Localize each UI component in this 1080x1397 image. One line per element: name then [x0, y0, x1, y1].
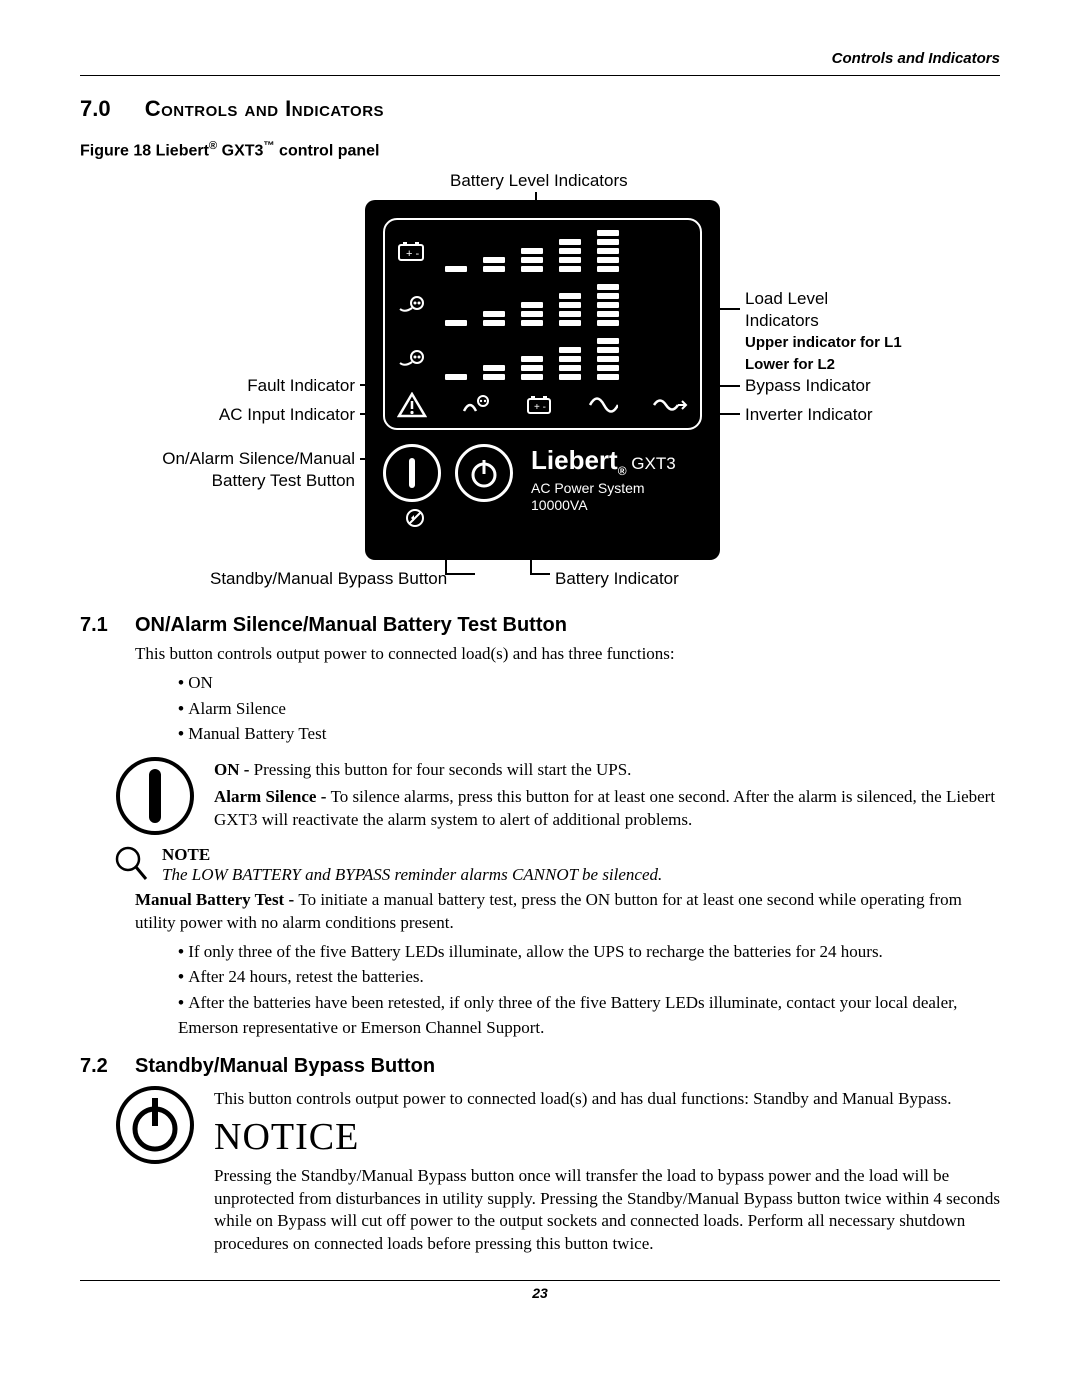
- label-standby: Standby/Manual Bypass Button: [210, 568, 447, 589]
- section-heading: Controls and Indicators: [145, 96, 384, 121]
- label-inverter: Inverter Indicator: [745, 404, 873, 425]
- lead-standby-h: [445, 573, 475, 575]
- load-bars-l1: [445, 284, 619, 326]
- control-panel-diagram: Battery Level Indicators Load Level Indi…: [80, 170, 1000, 600]
- on-body: Pressing this button for four seconds wi…: [254, 760, 632, 779]
- on-label: ON -: [214, 760, 254, 779]
- battery-bars: [445, 230, 619, 272]
- manual-bullets: If only three of the five Battery LEDs i…: [178, 939, 1000, 1041]
- tm-mark: ™: [263, 140, 274, 152]
- section-7-2-title: 7.2Standby/Manual Bypass Button: [80, 1055, 1000, 1078]
- fig-product: GXT3: [217, 142, 263, 159]
- alarm-label: Alarm Silence -: [214, 787, 331, 806]
- svg-text:+ -: + -: [406, 248, 419, 260]
- brand-line2: AC Power System: [531, 480, 676, 498]
- label-fault: Fault Indicator: [225, 375, 355, 396]
- bullet-alarm: Alarm Silence: [178, 696, 1000, 722]
- battery-ind-icon: + -: [526, 394, 554, 416]
- inverter-icon: [588, 394, 618, 416]
- alarm-body: To silence alarms, press this button for…: [214, 787, 995, 829]
- reg-mark: ®: [209, 140, 217, 152]
- label-ac-input: AC Input Indicator: [195, 404, 355, 425]
- standby-glyph-icon: [468, 457, 500, 489]
- standby-button-large-icon: [114, 1084, 196, 1261]
- label-load-level-1: Load Level: [745, 289, 828, 308]
- note-block: NOTE The LOW BATTERY and BYPASS reminder…: [114, 845, 1000, 885]
- indicator-row: + -: [397, 392, 688, 418]
- sound-off-icon: [405, 508, 429, 528]
- label-battery-level: Battery Level Indicators: [450, 170, 628, 191]
- sec72-num: 7.2: [80, 1055, 135, 1078]
- sec71-bullets: ON Alarm Silence Manual Battery Test: [178, 670, 1000, 747]
- bullet-on: ON: [178, 670, 1000, 696]
- on-text: ON - Pressing this button for four secon…: [214, 759, 1000, 782]
- label-on-2: Battery Test Button: [212, 471, 355, 490]
- panel-brand: Liebert® GXT3 AC Power System 10000VA: [531, 444, 676, 514]
- notice-heading: NOTICE: [214, 1115, 1000, 1159]
- mbullet-0: If only three of the five Battery LEDs i…: [178, 939, 1000, 965]
- manual-label: Manual Battery Test -: [135, 890, 298, 909]
- brand-line3: 10000VA: [531, 497, 676, 515]
- sec72-intro: This button controls output power to con…: [214, 1088, 1000, 1111]
- note-body: The LOW BATTERY and BYPASS reminder alar…: [162, 865, 1000, 885]
- brand-reg: ®: [618, 465, 627, 479]
- plug-icon-l2: [397, 349, 427, 369]
- bullet-manual: Manual Battery Test: [178, 721, 1000, 747]
- standby-button-panel[interactable]: [455, 444, 513, 502]
- sec71-intro: This button controls output power to con…: [135, 643, 1000, 666]
- sec71-heading: ON/Alarm Silence/Manual Battery Test But…: [135, 614, 567, 636]
- load-row-l1: [397, 284, 688, 326]
- bypass-icon: [652, 394, 688, 416]
- fig-suffix: control panel: [275, 142, 380, 159]
- on-glyph-icon: [405, 456, 419, 490]
- section-7-1-title: 7.1ON/Alarm Silence/Manual Battery Test …: [80, 614, 1000, 637]
- sec71-num: 7.1: [80, 614, 135, 637]
- brand-model: GXT3: [627, 454, 676, 473]
- manual-test-text: Manual Battery Test - To initiate a manu…: [135, 889, 1000, 935]
- section-title: 7.0 Controls and Indicators: [80, 96, 1000, 122]
- buttons-row: Liebert® GXT3 AC Power System 10000VA: [383, 444, 702, 528]
- battery-row: + -: [397, 230, 688, 272]
- on-alarm-block: ON - Pressing this button for four secon…: [114, 755, 1000, 837]
- label-load-level-2: Indicators: [745, 311, 819, 330]
- panel-frame: + -: [383, 218, 702, 430]
- fig-prefix: Figure 18 Liebert: [80, 142, 209, 159]
- load-bars-l2: [445, 338, 619, 380]
- sec72-body: Pressing the Standby/Manual Bypass butto…: [214, 1165, 1000, 1257]
- mbullet-2: After the batteries have been retested, …: [178, 990, 1000, 1041]
- on-button-panel[interactable]: [383, 444, 441, 502]
- svg-text:+ -: + -: [534, 402, 546, 413]
- alarm-text: Alarm Silence - To silence alarms, press…: [214, 786, 1000, 832]
- figure-caption: Figure 18 Liebert® GXT3™ control panel: [80, 140, 1000, 160]
- load-row-l2: [397, 338, 688, 380]
- lead-batt-h: [530, 573, 550, 575]
- magnifier-icon: [114, 845, 148, 883]
- page-number: 23: [80, 1285, 1000, 1301]
- brand-name: Liebert: [531, 445, 618, 475]
- label-load-note1: Upper indicator for L1: [745, 334, 902, 351]
- label-load-note2: Lower for L2: [745, 356, 835, 373]
- top-rule: [80, 75, 1000, 76]
- standby-block: This button controls output power to con…: [114, 1084, 1000, 1261]
- bottom-rule: [80, 1280, 1000, 1281]
- on-button-large-icon: [114, 755, 196, 837]
- label-on-1: On/Alarm Silence/Manual: [162, 449, 355, 468]
- label-battery-ind: Battery Indicator: [555, 568, 679, 589]
- note-title: NOTE: [162, 845, 1000, 865]
- label-load-level: Load Level Indicators Upper indicator fo…: [745, 288, 902, 374]
- header-breadcrumb: Controls and Indicators: [80, 50, 1000, 67]
- sec72-heading: Standby/Manual Bypass Button: [135, 1055, 435, 1077]
- sound-icon-wrap: [405, 508, 441, 528]
- ac-input-icon: [461, 393, 491, 417]
- fault-icon: [397, 392, 427, 418]
- plug-icon-l1: [397, 295, 427, 315]
- control-panel: + -: [365, 200, 720, 560]
- label-on-button: On/Alarm Silence/Manual Battery Test But…: [145, 448, 355, 491]
- label-bypass: Bypass Indicator: [745, 375, 871, 396]
- section-number: 7.0: [80, 96, 111, 121]
- battery-icon: + -: [397, 240, 427, 262]
- mbullet-1: After 24 hours, retest the batteries.: [178, 964, 1000, 990]
